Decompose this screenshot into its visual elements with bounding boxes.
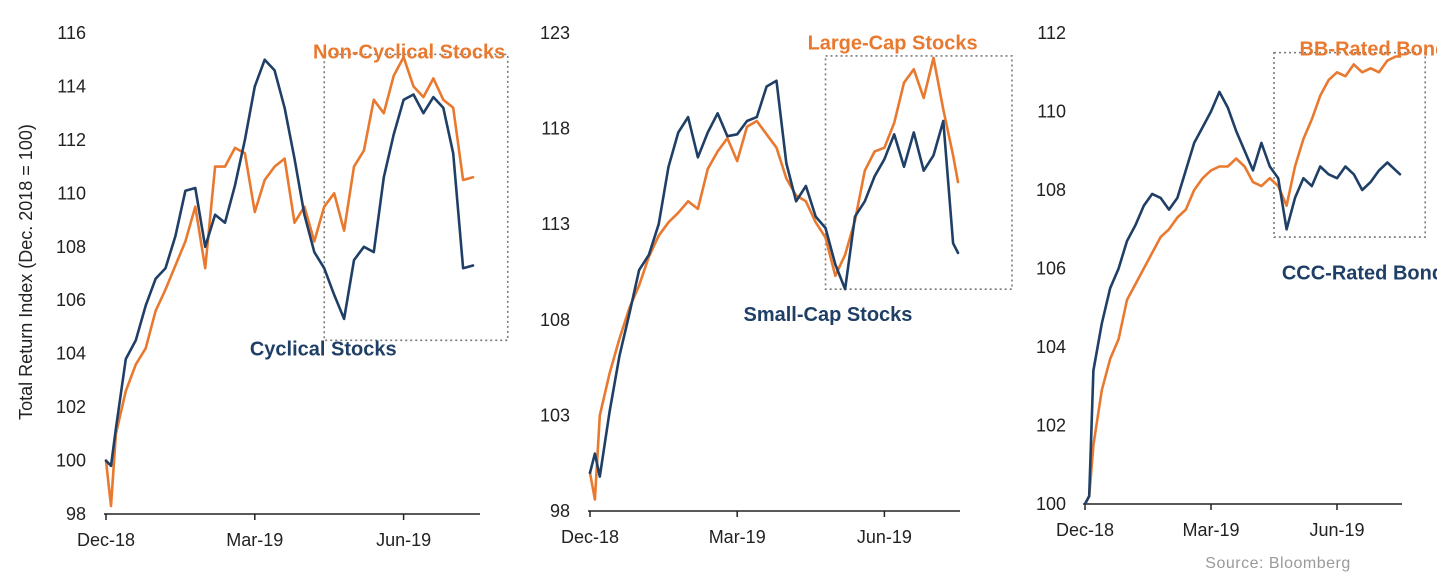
y-tick-label: 106	[56, 290, 86, 310]
y-tick-label: 98	[66, 504, 86, 524]
y-tick-label: 112	[1037, 23, 1066, 43]
series-line-bb-rated-bonds	[1083, 55, 1402, 506]
series-label: Non-Cyclical Stocks	[313, 42, 505, 64]
x-tick-label: Dec-18	[1056, 520, 1114, 540]
series-line-small-cap-stocks	[588, 79, 960, 478]
y-tick-label: 100	[1036, 494, 1066, 514]
series-line-ccc-rated-bonds	[1083, 90, 1402, 506]
y-tick-label: 100	[56, 451, 86, 471]
y-tick-label: 114	[57, 76, 86, 96]
y-tick-label: 113	[541, 214, 570, 234]
x-tick-label: Mar-19	[709, 527, 766, 547]
chart-panel-cap-size: 98 103 108 113 118 123 Dec-18 Mar-19 Jun-19 Large…	[540, 23, 1013, 547]
source-note: Source: Bloomberg	[1205, 555, 1350, 572]
x-tick-label: Jun-19	[376, 530, 431, 550]
series-label: BB-Rated Bonds	[1300, 39, 1437, 61]
series-label: CCC-Rated Bonds	[1282, 262, 1437, 284]
y-tick-label: 118	[541, 119, 570, 139]
highlight-box	[1273, 51, 1426, 238]
x-tick-label: Mar-19	[1182, 520, 1239, 540]
highlight-box	[824, 55, 1013, 291]
y-tick-label: 123	[540, 23, 570, 43]
y-tick-label: 108	[1036, 180, 1066, 200]
x-tick-label: Dec-18	[77, 530, 135, 550]
y-tick-label: 102	[1036, 416, 1066, 436]
y-tick-label: 106	[1036, 259, 1066, 279]
y-tick-label: 102	[56, 397, 86, 417]
x-tick-label: Jun-19	[1309, 520, 1364, 540]
y-tick-label: 110	[57, 183, 86, 203]
series-line-large-cap-stocks	[588, 56, 960, 501]
y-tick-label: 104	[1036, 337, 1066, 357]
y-tick-label: 108	[56, 237, 86, 257]
y-tick-label: 98	[550, 501, 570, 521]
series-label: Cyclical Stocks	[250, 338, 397, 360]
y-axis-label: Total Return Index (Dec. 2018 = 100)	[16, 124, 36, 420]
y-tick-label: 108	[540, 310, 570, 330]
series-line-cyclical-stocks	[104, 58, 475, 468]
y-tick-label: 103	[540, 405, 570, 425]
y-tick-label: 112	[57, 130, 86, 150]
series-label: Large-Cap Stocks	[808, 33, 978, 55]
x-tick-label: Dec-18	[561, 527, 619, 547]
series-label: Small-Cap Stocks	[743, 304, 912, 326]
y-tick-label: 116	[57, 23, 86, 43]
y-tick-label: 104	[56, 344, 86, 364]
series-line-non-cyclical-stocks	[104, 55, 475, 508]
chart-panel-bond-rating: 100 102 104 106 108 110 112 Dec-18 Mar-19 Jun-19 B…	[1036, 23, 1437, 540]
highlight-box	[323, 53, 509, 342]
x-tick-label: Jun-19	[857, 527, 912, 547]
y-tick-label: 110	[1037, 102, 1066, 122]
x-tick-label: Mar-19	[226, 530, 283, 550]
chart-panel-cyclical: 98 100 102 104 106 108 110 112 114 116 Dec-18 Mar-1…	[56, 23, 509, 550]
